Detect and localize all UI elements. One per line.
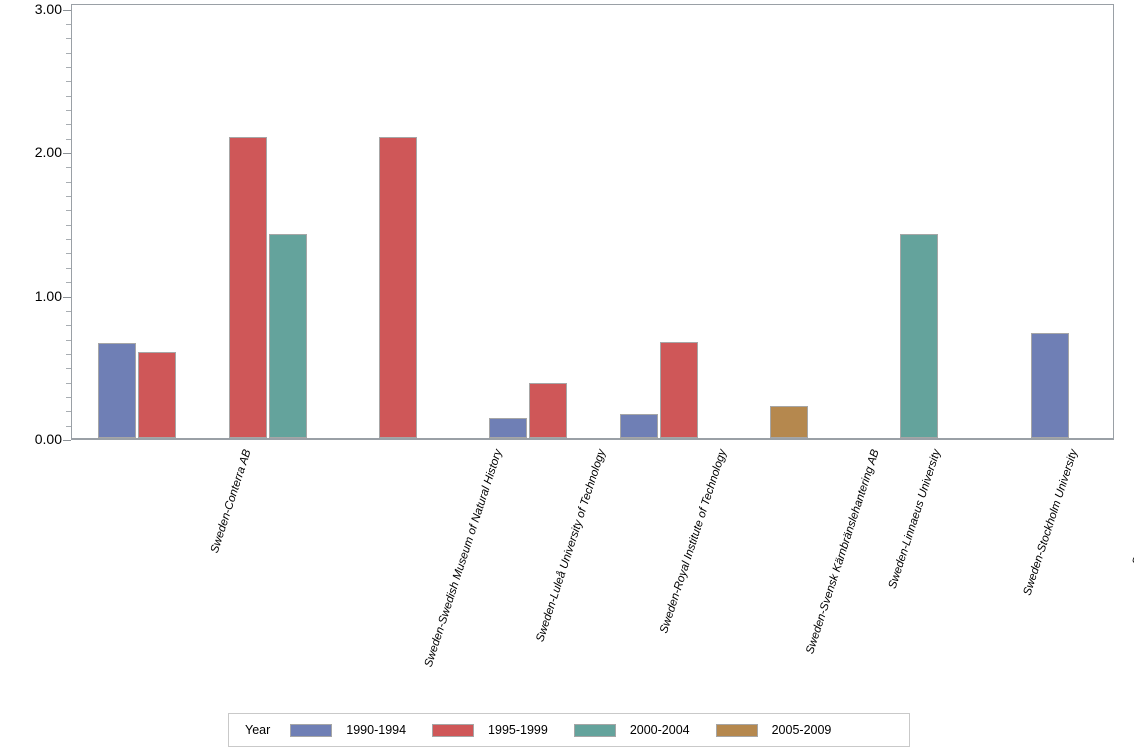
bar[interactable] (378, 136, 417, 438)
bar[interactable] (770, 406, 809, 438)
legend-item[interactable]: 2000-2004 (573, 723, 690, 737)
bar[interactable] (659, 341, 698, 438)
y-tick-label: 2.00 (34, 144, 62, 160)
y-tick-minor (66, 339, 71, 341)
y-tick-minor (66, 425, 71, 427)
y-tick-minor (66, 325, 71, 327)
y-axis-tick-labels: 0.00 1.00 2.00 3.00 (10, 0, 62, 756)
legend-swatch (432, 723, 475, 737)
x-tick-label: Sweden-Royal Institute of Technology (658, 448, 730, 635)
legend-label: 2000-2004 (629, 723, 690, 737)
legend-swatch (290, 723, 333, 737)
y-tick-minor (66, 196, 71, 198)
y-tick-minor (66, 224, 71, 226)
y-tick-minor (66, 382, 71, 384)
bar[interactable] (1030, 333, 1069, 438)
y-tick-minor (66, 138, 71, 140)
y-tick-minor (66, 95, 71, 97)
legend-swatch (573, 723, 616, 737)
y-tick-minor (66, 267, 71, 269)
bar[interactable] (900, 234, 939, 438)
bar[interactable] (268, 234, 307, 438)
x-tick-label: Sweden-Swedish Museum of Natural History (422, 448, 505, 669)
legend-label: 1995-1999 (488, 723, 548, 737)
y-tick-major (63, 153, 71, 154)
y-tick-minor (66, 411, 71, 413)
y-tick-minor (66, 210, 71, 212)
y-tick-minor (66, 353, 71, 355)
x-axis-tick-labels: Sweden-Conterra AB Sweden-Swedish Museum … (0, 442, 1134, 710)
y-tick-minor (66, 66, 71, 68)
x-tick-label: Sweden-Conterra AB (208, 448, 254, 555)
y-tick-minor (66, 109, 71, 111)
y-tick-major (63, 440, 71, 441)
y-tick-minor (66, 124, 71, 126)
y-tick-label: 0.00 (34, 431, 62, 447)
y-tick-label: 3.00 (34, 0, 62, 17)
legend-item[interactable]: 2005-2009 (715, 723, 832, 737)
x-tick-label: Sweden-Svensk Kärnbränslehantering AB (803, 448, 882, 656)
y-tick-minor (66, 253, 71, 255)
y-tick-minor (66, 239, 71, 241)
legend-item[interactable]: 1995-1999 (432, 723, 548, 737)
legend-label: 2005-2009 (771, 723, 832, 737)
bar[interactable] (529, 383, 568, 438)
y-tick-minor (66, 368, 71, 370)
legend-item[interactable]: 1990-1994 (290, 723, 406, 737)
y-tick-minor (66, 38, 71, 40)
bars-layer (72, 5, 1113, 438)
plot-area (71, 4, 1114, 440)
bar[interactable] (228, 136, 267, 438)
y-tick-minor (66, 167, 71, 169)
y-tick-minor (66, 52, 71, 54)
x-tick-label: Sweden-Linnaeus University (886, 448, 944, 591)
bar[interactable] (619, 413, 658, 438)
y-tick-major (63, 9, 71, 11)
y-tick-minor (66, 282, 71, 284)
x-tick-label: Sweden-STUDSVIK AB (1130, 448, 1134, 567)
y-tick-minor (66, 396, 71, 398)
legend-title: Year (245, 723, 271, 737)
legend: Year 1990-1994 1995-1999 2000-2004 2005-200… (228, 713, 910, 747)
bar[interactable] (489, 417, 528, 438)
legend-label: 1990-1994 (346, 723, 407, 737)
y-tick-minor (66, 181, 71, 183)
y-tick-minor (66, 310, 71, 312)
y-tick-minor (66, 81, 71, 83)
bar[interactable] (98, 343, 137, 438)
x-tick-label: Sweden-Stockholm University (1021, 448, 1081, 597)
x-tick-label: Sweden-Luleå University of Technology (534, 448, 608, 644)
legend-entries: 1990-1994 1995-1999 2000-2004 2005-2009 (290, 723, 857, 737)
y-tick-major (63, 296, 71, 298)
bar[interactable] (138, 351, 177, 438)
y-tick-label: 1.00 (34, 287, 62, 304)
legend-swatch (715, 723, 758, 737)
y-tick-minor (66, 23, 71, 25)
